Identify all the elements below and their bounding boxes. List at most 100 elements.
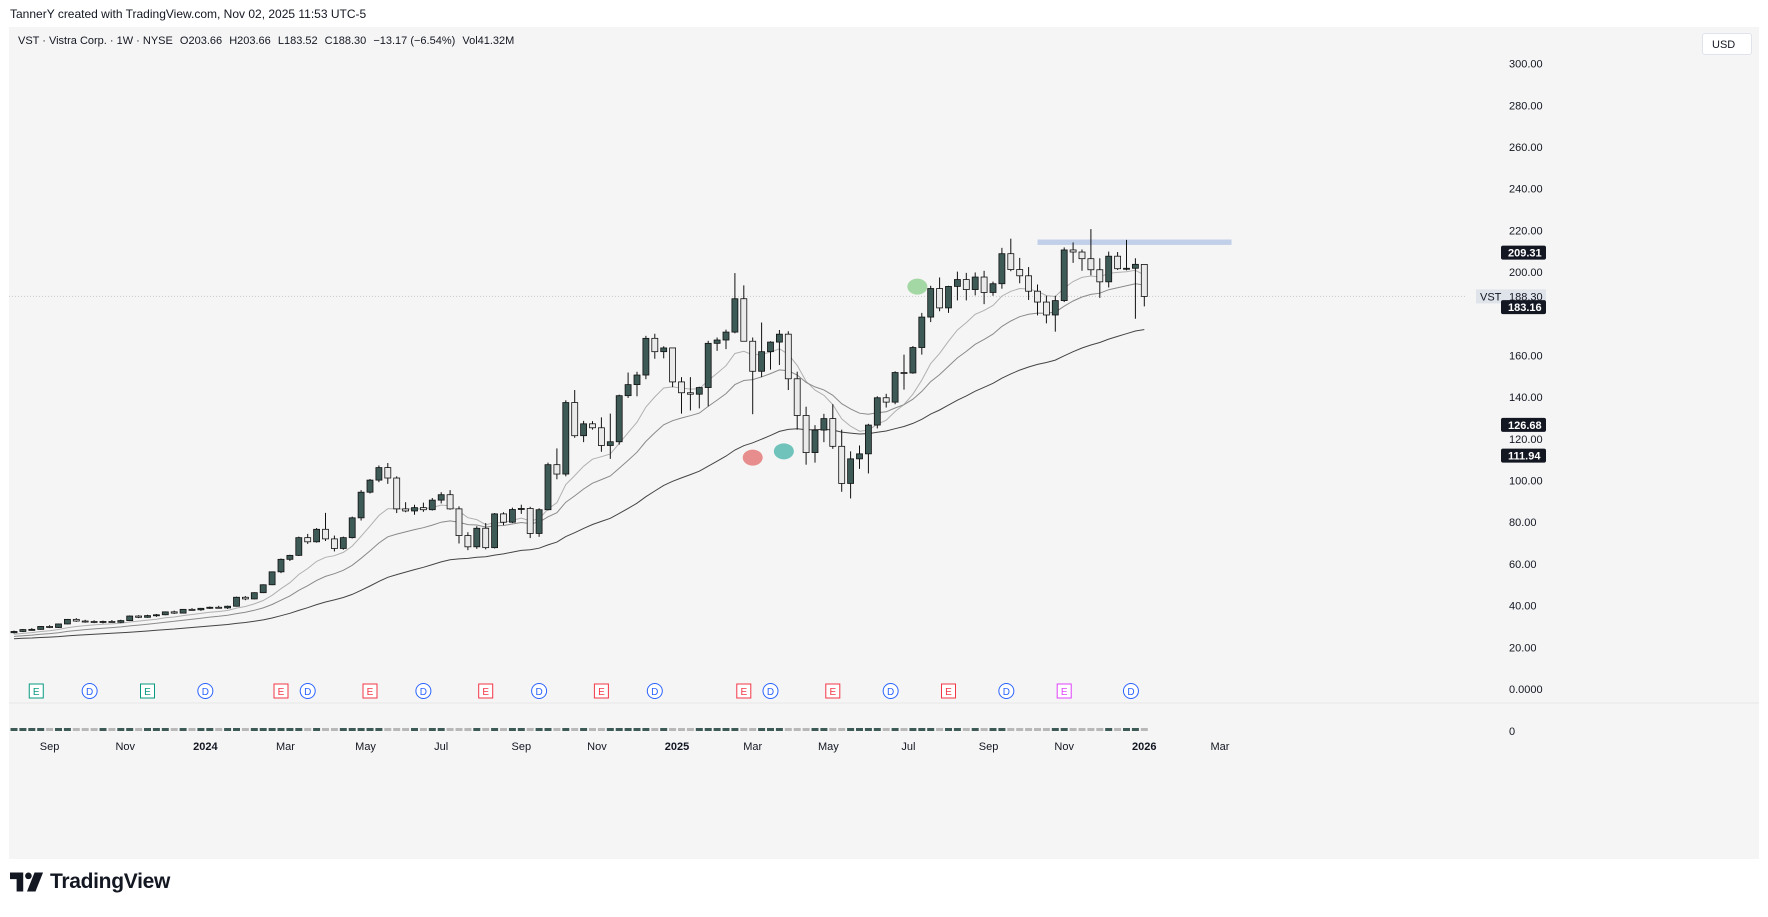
- candle-body: [962, 279, 970, 290]
- candle-body: [366, 479, 374, 493]
- volume-bar: [63, 728, 71, 731]
- volume-bar: [740, 728, 748, 731]
- volume-bar: [500, 728, 507, 731]
- volume-bar: [81, 728, 89, 731]
- candle-body: [1114, 255, 1121, 270]
- candle-body: [108, 621, 116, 623]
- dividend-label: D: [651, 687, 658, 698]
- candle-body: [526, 508, 534, 534]
- volume-bar: [811, 728, 819, 731]
- earnings-icon: [825, 683, 841, 699]
- volume-bar: [339, 728, 347, 731]
- candle-body: [945, 286, 952, 309]
- candle-body: [713, 339, 721, 344]
- volume-bar: [446, 728, 454, 731]
- volume-bar: [891, 728, 899, 731]
- candle-body: [81, 620, 89, 623]
- volume-bar: [686, 728, 694, 731]
- volume-bar: [384, 728, 392, 731]
- volume-bar: [847, 728, 855, 731]
- volume-bar: [998, 728, 1006, 731]
- earnings-label: E: [740, 687, 747, 698]
- candle-body: [731, 298, 739, 333]
- candle-body: [144, 615, 151, 618]
- volume-bar: [642, 728, 650, 731]
- volume-bar: [1140, 728, 1148, 731]
- candle-body: [1087, 258, 1095, 271]
- volume-bar: [233, 728, 240, 731]
- earnings-label: E: [1061, 687, 1068, 698]
- candle-body: [651, 337, 659, 353]
- candle-body: [473, 527, 481, 548]
- volume-bar: [402, 728, 410, 731]
- candle-body: [197, 607, 205, 611]
- candle-body: [330, 538, 338, 549]
- candle-body: [535, 509, 543, 534]
- candle-body: [411, 507, 418, 512]
- candle-body: [117, 620, 125, 623]
- tradingview-brand: TradingView: [50, 870, 171, 893]
- volume-bar: [250, 728, 258, 731]
- candle-body: [544, 464, 552, 511]
- volume-bar: [161, 728, 169, 731]
- candle-body: [55, 623, 62, 628]
- y-tick-label: 200.00: [1509, 267, 1543, 279]
- volume-bar: [224, 728, 232, 731]
- currency-button[interactable]: USD: [1702, 33, 1752, 55]
- legend-close: C188.30: [324, 35, 367, 47]
- volume-bar: [1069, 728, 1077, 731]
- volume-bar: [722, 728, 730, 731]
- volume-bar: [633, 728, 641, 731]
- candle-body: [1132, 263, 1139, 269]
- volume-bar: [980, 728, 988, 731]
- volume-bar: [473, 728, 481, 731]
- candle-body: [740, 298, 748, 342]
- earnings-icon: [362, 683, 378, 699]
- legend-low: L183.52: [277, 35, 318, 47]
- candle-body: [455, 508, 463, 536]
- volume-bar: [1105, 728, 1113, 731]
- volume-bar: [775, 728, 783, 731]
- volume-bar: [357, 728, 365, 731]
- earnings-icon: [736, 683, 752, 699]
- candle-body: [135, 615, 143, 618]
- earnings-icon: [140, 683, 155, 699]
- candle-body: [277, 558, 285, 573]
- dividend-label: D: [767, 687, 774, 698]
- volume-bar: [535, 728, 543, 731]
- candle-body: [571, 402, 579, 437]
- volume-bar: [437, 728, 445, 731]
- candle-body: [882, 397, 890, 403]
- chart-credit: TannerY created with TradingView.com, No…: [10, 7, 367, 21]
- candle-body: [1078, 251, 1086, 260]
- tradingview-logo[interactable]: TradingView: [10, 870, 170, 894]
- candle-body: [998, 253, 1006, 285]
- y-tick-label: 120.00: [1509, 434, 1543, 446]
- legend-high: H203.66: [229, 35, 271, 47]
- volume-bar: [259, 728, 267, 731]
- volume-bar: [313, 728, 321, 731]
- volume-bar: [286, 728, 294, 731]
- volume-bar: [179, 728, 187, 731]
- x-tick-label: Sep: [512, 741, 532, 753]
- candle-body: [891, 372, 899, 403]
- candle-body: [170, 611, 178, 614]
- candle-body: [241, 596, 249, 600]
- candle-body: [606, 441, 614, 446]
- x-tick-label: Jul: [901, 741, 915, 753]
- volume-bar: [46, 728, 54, 731]
- candle-body: [847, 458, 854, 484]
- volume-bar: [526, 728, 534, 731]
- volume-bar: [375, 728, 383, 731]
- volume-bar: [660, 728, 668, 731]
- candle-body: [393, 477, 401, 510]
- y-tick-label: 220.00: [1509, 225, 1543, 237]
- volume-bar: [989, 728, 997, 731]
- dividend-label: D: [887, 687, 894, 698]
- legend-symbol[interactable]: VST · Vistra Corp. · 1W · NYSE: [18, 35, 173, 47]
- x-tick-label: Mar: [276, 741, 295, 753]
- volume-bar: [838, 728, 846, 731]
- volume-bar: [508, 728, 516, 731]
- candle-body: [517, 508, 525, 510]
